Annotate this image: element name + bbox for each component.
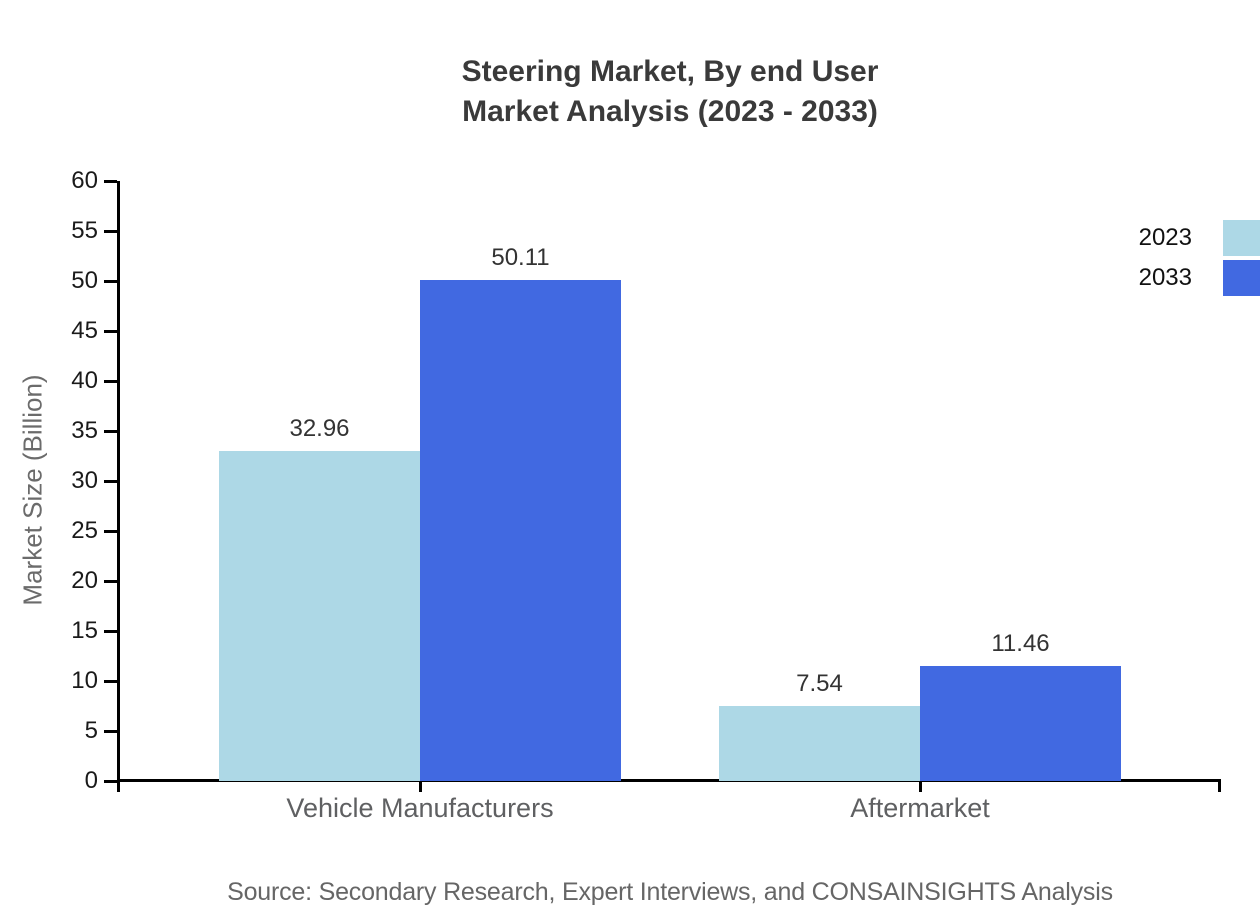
y-tick-40 [104, 380, 117, 383]
x-axis-end-tick-left [117, 782, 120, 792]
chart-title-line-1: Steering Market, By end User [461, 55, 879, 88]
y-tick-25 [104, 530, 117, 533]
y-tick-label-60: 60 [71, 167, 98, 194]
x-axis-line [117, 779, 1221, 782]
y-tick-10 [104, 680, 117, 683]
x-category-label-aftermarket: Aftermarket [850, 793, 990, 823]
legend-swatch-2023 [1223, 220, 1260, 256]
y-tick-55 [104, 230, 117, 233]
y-tick-label-15: 15 [71, 617, 98, 644]
y-tick-label-35: 35 [71, 417, 98, 444]
y-tick-label-30: 30 [71, 467, 98, 494]
x-tick-vehicle-manufacturers [419, 782, 422, 792]
y-tick-label-55: 55 [71, 217, 98, 244]
y-tick-0 [104, 780, 117, 783]
y-tick-30 [104, 480, 117, 483]
y-axis-line [117, 181, 120, 782]
chart-title: Steering Market, By end User Market Anal… [462, 52, 879, 132]
y-tick-15 [104, 630, 117, 633]
bar-2033-aftermarket [920, 666, 1121, 781]
source-note: Source: Secondary Research, Expert Inter… [227, 878, 1113, 906]
y-tick-label-40: 40 [71, 367, 98, 394]
bar-value-label-2033-vehicle-manufacturers: 50.11 [491, 243, 550, 271]
x-axis-end-tick-right [1218, 782, 1221, 792]
x-tick-aftermarket [919, 782, 922, 792]
x-category-label-vehicle-manufacturers: Vehicle Manufacturers [286, 793, 554, 823]
bar-value-label-2023-aftermarket: 7.54 [796, 669, 843, 697]
y-tick-label-5: 5 [84, 717, 98, 744]
y-tick-label-45: 45 [71, 317, 98, 344]
y-tick-45 [104, 330, 117, 333]
legend-label-2023: 2023 [1138, 224, 1192, 251]
y-tick-label-10: 10 [71, 667, 98, 694]
y-tick-5 [104, 730, 117, 733]
chart-title-line-2: Market Analysis (2023 - 2033) [462, 95, 878, 128]
bar-2033-vehicle-manufacturers [420, 279, 621, 781]
y-tick-label-20: 20 [71, 567, 98, 594]
y-tick-label-0: 0 [84, 767, 98, 794]
y-tick-60 [104, 180, 117, 183]
y-tick-label-25: 25 [71, 517, 98, 544]
y-tick-label-50: 50 [71, 267, 98, 294]
y-tick-50 [104, 280, 117, 283]
y-tick-20 [104, 580, 117, 583]
legend-swatch-2033 [1223, 260, 1260, 296]
bar-2023-aftermarket [719, 705, 920, 781]
bar-2023-vehicle-manufacturers [219, 451, 420, 781]
bar-value-label-2023-vehicle-manufacturers: 32.96 [289, 415, 350, 443]
bar-value-label-2033-aftermarket: 11.46 [991, 630, 1050, 658]
y-tick-35 [104, 430, 117, 433]
legend-label-2033: 2033 [1138, 264, 1192, 291]
